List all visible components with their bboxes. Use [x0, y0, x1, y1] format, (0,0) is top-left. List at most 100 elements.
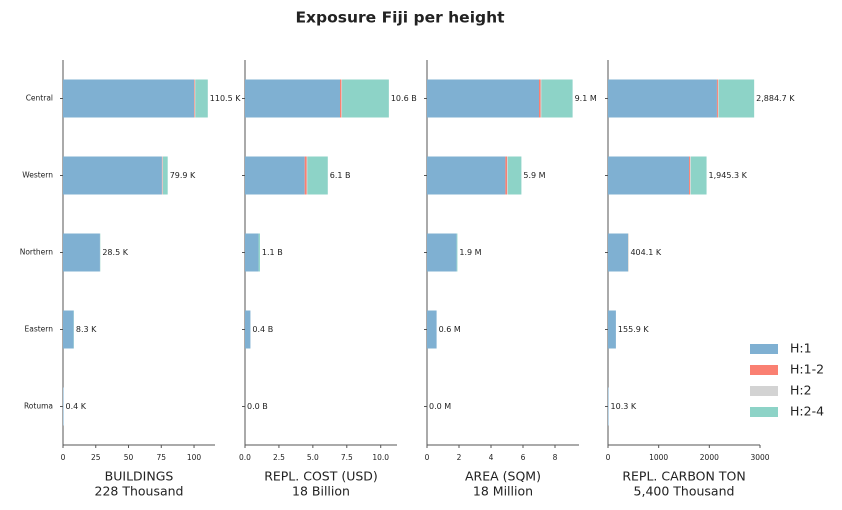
x-tick-label: 5.0	[307, 453, 319, 462]
bar-segment	[63, 156, 162, 195]
bar-segment	[194, 79, 195, 118]
total-label: 1,945.3 K	[709, 171, 748, 180]
bar-segment	[540, 79, 542, 118]
total-label: 10.6 B	[391, 94, 417, 103]
x-tick-label: 0	[425, 453, 430, 462]
bar-segment	[63, 233, 100, 272]
x-axis-label: REPL. CARBON TON	[622, 469, 745, 484]
y-tick-label: Western	[22, 171, 53, 180]
x-tick-label: 75	[157, 453, 167, 462]
bar-segment	[427, 310, 437, 349]
bar-segment	[718, 79, 755, 118]
bar-segment	[608, 233, 629, 272]
legend-label: H:2-4	[790, 404, 824, 419]
bar-segment	[717, 79, 719, 118]
bar-segment	[427, 79, 539, 118]
legend-swatch	[750, 344, 778, 354]
bar-segment	[689, 156, 691, 195]
bar-segment	[306, 156, 308, 195]
total-label: 8.3 K	[76, 325, 97, 334]
bar-segment	[340, 79, 342, 118]
x-tick-label: 7.5	[341, 453, 353, 462]
bar-segment	[63, 310, 74, 349]
x-tick-label: 0.0	[239, 453, 251, 462]
bar-segment	[304, 156, 307, 195]
bar-segment	[608, 79, 717, 118]
y-tick-label: Eastern	[24, 325, 53, 334]
bar-segment	[427, 233, 457, 272]
bar-segment	[63, 387, 64, 426]
bar-segment	[608, 156, 690, 195]
legend-swatch	[750, 365, 778, 375]
total-label: 1.9 M	[459, 248, 481, 257]
x-tick-label: 1000	[649, 453, 668, 462]
bar-segment	[63, 79, 195, 118]
total-label: 9.1 M	[575, 94, 597, 103]
bar-segment	[342, 79, 389, 118]
x-axis-label: REPL. COST (USD)	[264, 469, 378, 484]
x-axis-label: 18 Billion	[292, 484, 350, 499]
total-label: 110.5 K	[210, 94, 241, 103]
total-label: 0.4 B	[252, 325, 273, 334]
x-axis-label: AREA (SQM)	[465, 469, 541, 484]
bar-segment	[195, 79, 208, 118]
total-label: 79.9 K	[170, 171, 196, 180]
x-axis-label: 18 Million	[473, 484, 533, 499]
bar-segment	[456, 233, 458, 272]
bar-segment	[341, 79, 343, 118]
total-label: 5.9 M	[523, 171, 545, 180]
bar-segment	[258, 233, 260, 272]
x-tick-label: 100	[187, 453, 202, 462]
total-label: 155.9 K	[618, 325, 649, 334]
bar-segment	[507, 156, 522, 195]
total-label: 10.3 K	[611, 402, 637, 411]
x-axis-label: 228 Thousand	[95, 484, 184, 499]
total-label: 0.4 K	[66, 402, 87, 411]
x-tick-label: 2000	[700, 453, 719, 462]
x-tick-label: 50	[124, 453, 134, 462]
x-axis-label: 5,400 Thousand	[634, 484, 735, 499]
bar-segment	[608, 310, 616, 349]
x-tick-label: 6	[521, 453, 526, 462]
total-label: 0.0 M	[429, 402, 451, 411]
x-tick-label: 0	[61, 453, 66, 462]
bar-segment	[690, 156, 707, 195]
bar-segment	[507, 156, 508, 195]
bar-segment	[162, 156, 168, 195]
bar-segment	[608, 387, 609, 426]
x-tick-label: 25	[91, 453, 101, 462]
bar-segment	[505, 156, 507, 195]
y-tick-label: Rotuma	[24, 402, 53, 411]
bar-segment	[716, 79, 718, 118]
x-tick-label: 0	[606, 453, 611, 462]
bar-segment	[541, 79, 573, 118]
total-label: 0.6 M	[439, 325, 461, 334]
total-label: 0.0 B	[247, 402, 268, 411]
legend-label: H:1	[790, 341, 812, 356]
total-label: 404.1 K	[630, 248, 661, 257]
total-label: 6.1 B	[330, 171, 351, 180]
y-tick-label: Northern	[20, 248, 54, 257]
bar-segment	[162, 156, 163, 195]
x-tick-label: 10.0	[372, 453, 389, 462]
x-tick-label: 3000	[750, 453, 769, 462]
total-label: 2,884.7 K	[756, 94, 795, 103]
x-tick-label: 4	[489, 453, 494, 462]
total-label: 1.1 B	[262, 248, 283, 257]
bar-segment	[245, 310, 251, 349]
bar-segment	[427, 156, 506, 195]
total-label: 28.5 K	[102, 248, 128, 257]
chart-title: Exposure Fiji per height	[295, 9, 505, 27]
x-axis-label: BUILDINGS	[105, 469, 174, 484]
bar-segment	[245, 79, 340, 118]
y-tick-label: Central	[26, 94, 53, 103]
bar-segment	[307, 156, 328, 195]
x-tick-label: 2	[457, 453, 462, 462]
legend-swatch	[750, 407, 778, 417]
bar-segment	[245, 156, 305, 195]
legend-label: H:2	[790, 383, 812, 398]
bar-segment	[539, 79, 541, 118]
legend-swatch	[750, 386, 778, 396]
bar-segment	[194, 79, 196, 118]
